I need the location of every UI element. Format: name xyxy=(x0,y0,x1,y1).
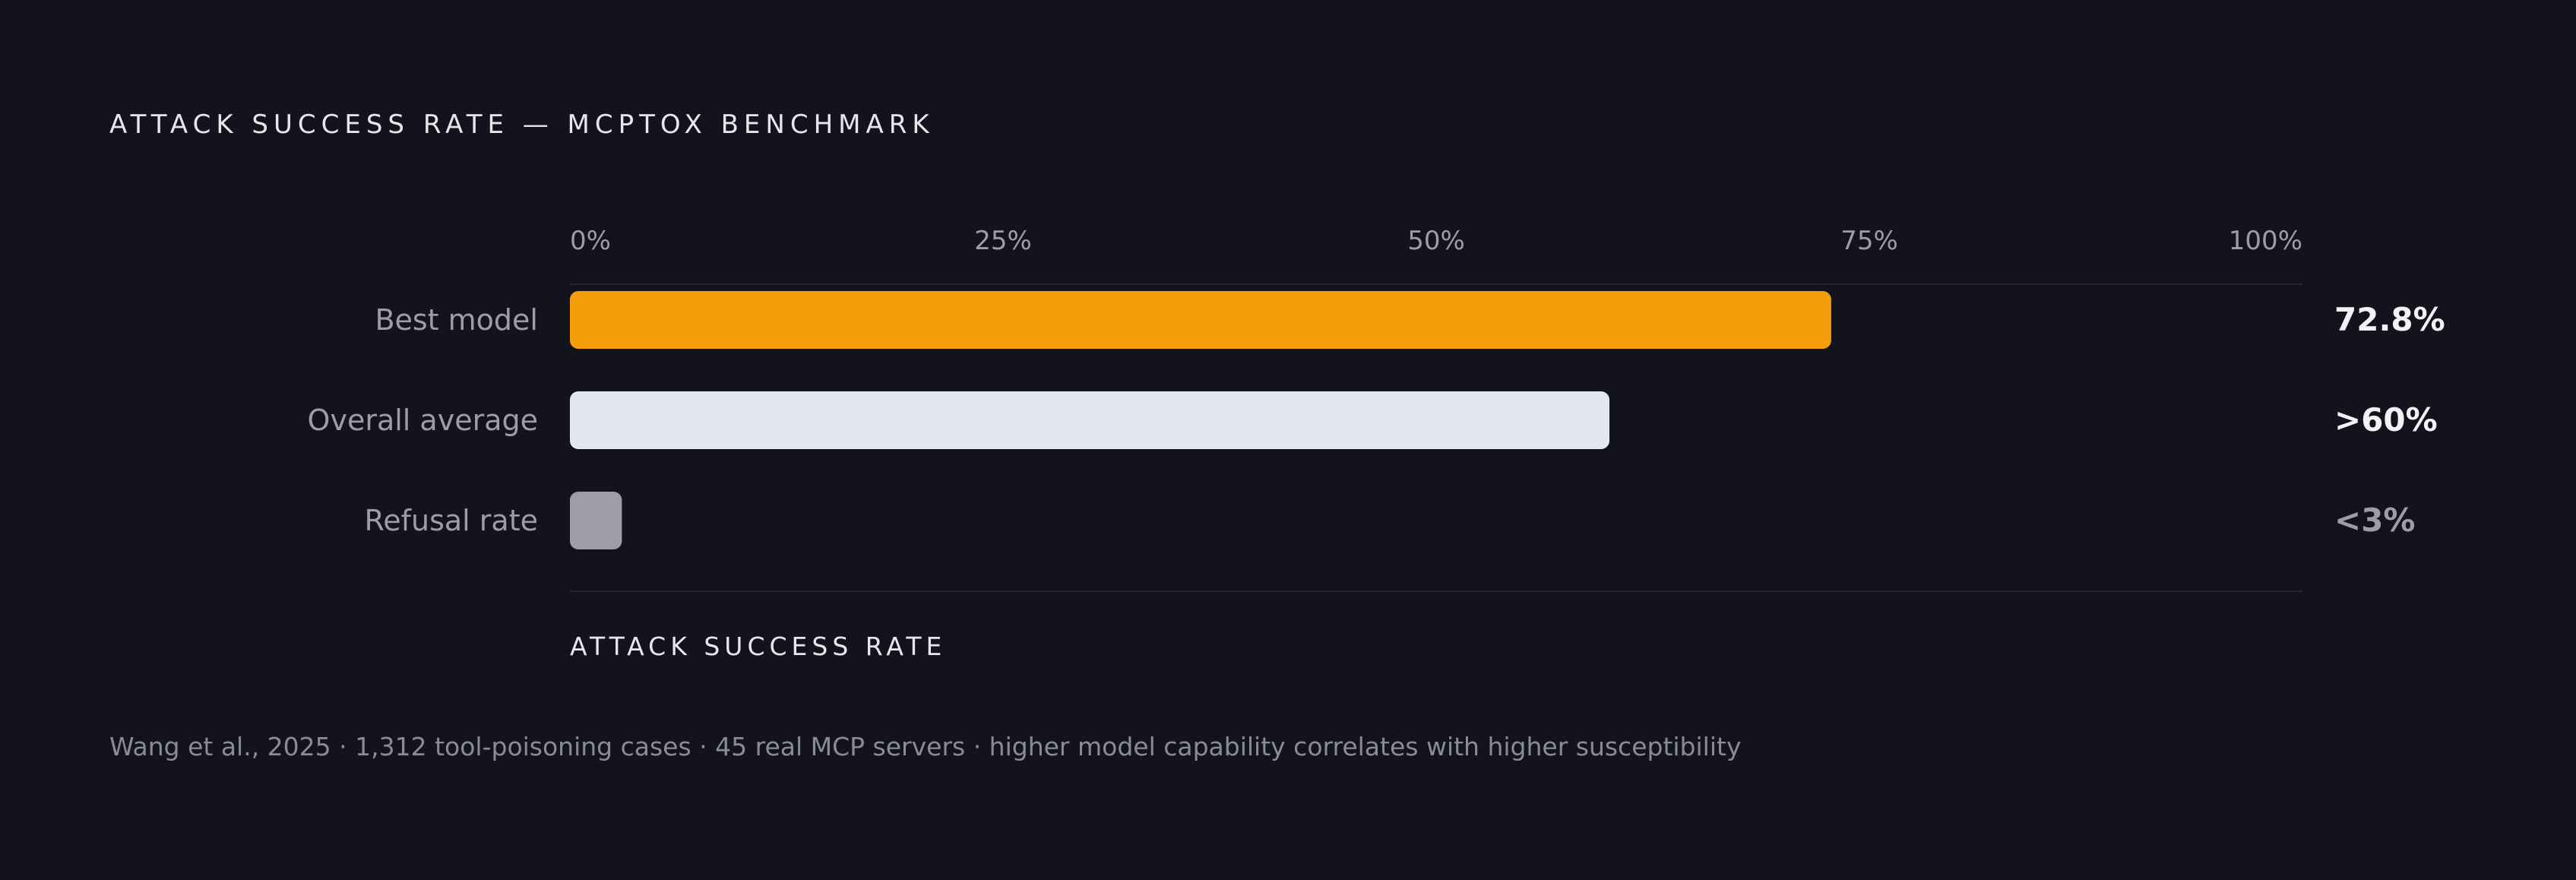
value-label-best-model: 72.8% xyxy=(2334,301,2445,338)
x-tick-label: 50% xyxy=(1407,226,1465,256)
x-tick-label: 75% xyxy=(1840,226,1898,256)
x-tick-label: 0% xyxy=(570,226,611,256)
x-tick-label: 25% xyxy=(974,226,1032,256)
category-label-refusal-rate: Refusal rate xyxy=(365,504,538,537)
chart-title: ATTACK SUCCESS RATE — MCPTOX BENCHMARK xyxy=(109,109,935,140)
value-labels: 72.8% >60% <3% xyxy=(2334,301,2445,539)
bar-best-model xyxy=(570,291,1831,349)
category-label-best-model: Best model xyxy=(375,303,538,337)
x-axis: 0% 25% 50% 75% 100% ATTACK SUCCESS RATE xyxy=(570,226,2302,661)
value-label-refusal-rate: <3% xyxy=(2334,502,2416,539)
category-labels: Best model Overall average Refusal rate xyxy=(308,303,538,537)
bar-overall-average xyxy=(570,391,1609,449)
x-tick-label: 100% xyxy=(2229,226,2302,256)
x-axis-title: ATTACK SUCCESS RATE xyxy=(570,632,946,661)
source-caption: Wang et al., 2025 · 1,312 tool-poisoning… xyxy=(109,732,1742,761)
bars xyxy=(570,291,1831,549)
bar-refusal-rate xyxy=(570,492,622,549)
category-label-overall-average: Overall average xyxy=(308,404,538,437)
value-label-overall-average: >60% xyxy=(2334,401,2438,438)
